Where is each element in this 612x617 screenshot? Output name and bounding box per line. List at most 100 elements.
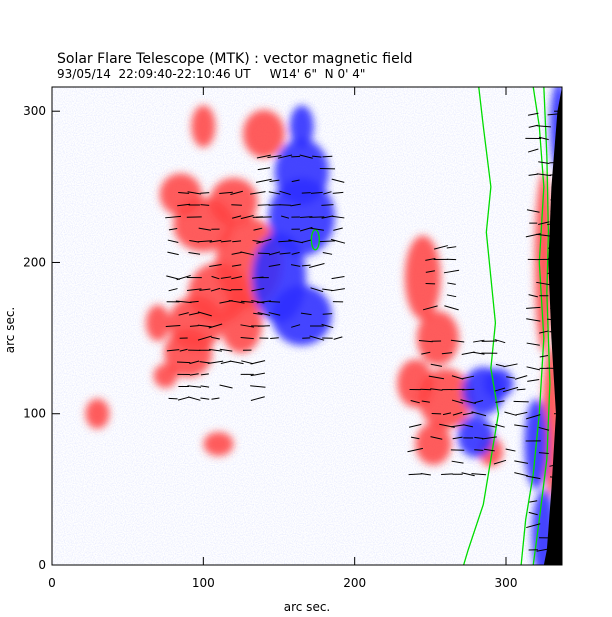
field-vector <box>550 210 559 212</box>
field-vector <box>176 274 191 281</box>
field-vector <box>516 388 526 391</box>
positive-polarity-region <box>164 329 213 378</box>
field-vector <box>428 375 445 380</box>
field-vector <box>199 361 211 364</box>
field-vector <box>241 360 254 365</box>
field-vector <box>231 264 242 267</box>
field-vector <box>255 178 272 183</box>
field-vector <box>526 342 540 346</box>
field-vector <box>461 351 475 355</box>
field-vector <box>430 388 443 391</box>
x-tick-label: 100 <box>192 576 215 590</box>
field-vector <box>211 397 220 400</box>
field-vector <box>257 311 271 316</box>
field-vector <box>430 436 443 440</box>
field-vector <box>483 448 495 452</box>
negative-polarity-region <box>271 285 332 346</box>
field-vector <box>548 245 561 249</box>
field-vector <box>300 312 312 316</box>
field-vector <box>250 360 266 365</box>
field-vector <box>430 363 443 367</box>
field-vector <box>268 191 281 195</box>
field-vector <box>527 148 539 153</box>
field-vector <box>514 424 529 428</box>
field-vector <box>309 216 325 218</box>
field-vector <box>443 269 460 274</box>
contour-line <box>532 87 551 565</box>
field-vector <box>425 270 435 273</box>
field-vector <box>528 124 538 128</box>
field-vector <box>197 311 212 317</box>
field-vector <box>309 227 324 231</box>
field-vector <box>504 411 517 416</box>
field-vector <box>197 335 212 341</box>
field-vector <box>209 263 222 268</box>
field-vector <box>493 459 507 465</box>
field-vector <box>322 288 333 291</box>
y-tick-label: 300 <box>23 104 46 118</box>
field-vector <box>503 363 518 368</box>
field-vector <box>200 397 210 400</box>
positive-polarity-region <box>203 431 234 456</box>
field-vector <box>240 300 254 303</box>
field-vector <box>333 227 343 231</box>
field-vector <box>474 400 484 404</box>
field-vector <box>462 412 474 416</box>
field-vector <box>188 312 200 316</box>
field-vector <box>447 282 456 285</box>
field-vector <box>268 264 281 267</box>
field-vector <box>506 376 515 379</box>
field-vector <box>549 463 560 467</box>
field-vector <box>211 275 220 280</box>
field-vector <box>268 251 281 256</box>
field-vector <box>322 313 333 315</box>
field-vector <box>514 411 528 416</box>
field-vector <box>178 191 190 194</box>
field-vector <box>309 335 325 341</box>
field-vector <box>547 268 562 275</box>
field-vector <box>166 349 180 352</box>
field-vector <box>188 252 201 255</box>
field-vector <box>319 240 336 243</box>
field-vector <box>538 452 549 455</box>
field-vector <box>299 154 313 159</box>
field-vector <box>208 323 223 329</box>
field-vector <box>253 227 263 231</box>
positive-polarity-region <box>404 235 441 320</box>
field-vector <box>268 300 281 303</box>
field-vector <box>528 173 538 176</box>
field-vector <box>462 375 475 380</box>
field-vector <box>278 240 292 243</box>
field-vector <box>550 197 559 201</box>
field-vector <box>231 204 242 206</box>
field-vector <box>331 288 345 292</box>
field-vector <box>250 385 266 388</box>
field-vector <box>473 339 485 343</box>
field-vector <box>228 299 245 304</box>
field-vector <box>474 449 484 451</box>
plot-area <box>52 87 562 565</box>
field-vector <box>322 155 333 158</box>
field-vector <box>536 125 551 128</box>
field-vector <box>200 192 210 194</box>
field-vector <box>494 339 506 344</box>
field-vector <box>279 190 291 196</box>
negative-polarity-region <box>457 415 494 458</box>
field-vector <box>331 215 345 219</box>
field-vector <box>450 339 465 343</box>
x-tick-label: 200 <box>343 576 366 590</box>
field-vector <box>291 155 301 158</box>
field-vector <box>257 167 271 171</box>
field-vector <box>536 173 552 177</box>
field-vector <box>538 221 550 226</box>
field-vector <box>167 251 179 256</box>
field-vector <box>528 294 539 298</box>
field-vector <box>209 239 222 243</box>
field-vector <box>460 399 476 405</box>
negative-polarity-region <box>483 368 514 399</box>
field-vector <box>250 191 266 195</box>
field-vector <box>502 386 519 393</box>
field-vector <box>230 190 243 195</box>
field-vector <box>471 473 487 476</box>
